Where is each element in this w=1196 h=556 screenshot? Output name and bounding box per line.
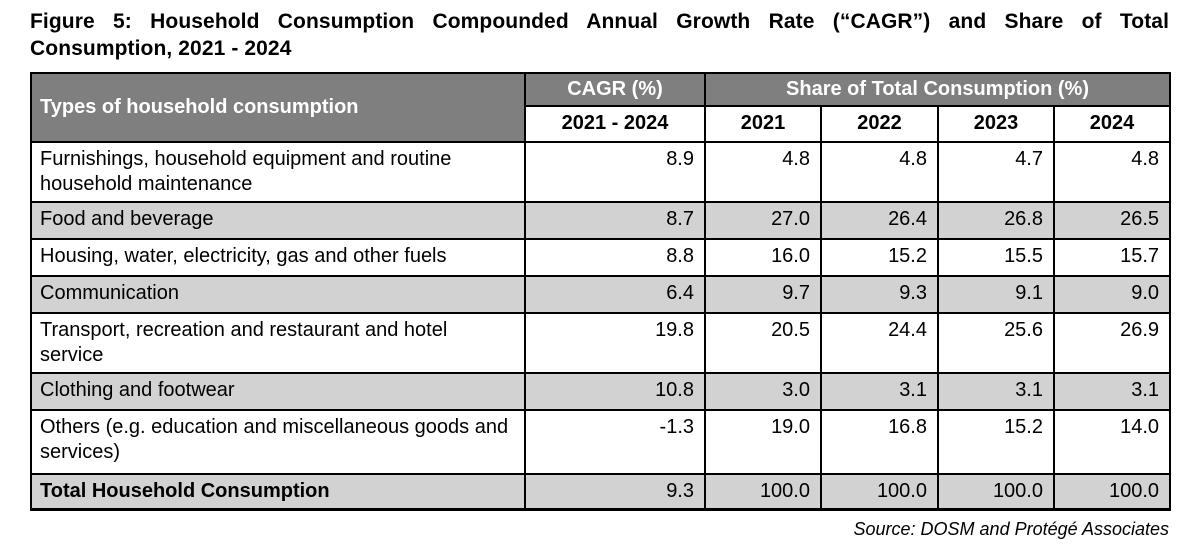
share-cell-2021: 9.7 [704, 274, 822, 314]
share-cell-2021: 3.0 [704, 371, 822, 411]
share-cell-2024: 9.0 [1052, 274, 1172, 314]
share-cell-2022: 100.0 [820, 472, 939, 511]
cagr-cell: 9.3 [524, 472, 706, 511]
cagr-cell: -1.3 [524, 408, 706, 475]
column-header-types: Types of household consumption [30, 71, 526, 143]
row-label: Transport, recreation and restaurant and… [30, 311, 526, 374]
column-subheader-year-2021: 2021 [704, 104, 822, 143]
table-row-total: Total Household Consumption 9.3 100.0 10… [30, 472, 1172, 511]
cagr-cell: 10.8 [524, 371, 706, 411]
column-subheader-year-2024: 2024 [1052, 104, 1172, 143]
header-row-years: 2021 - 2024 2021 2022 2023 2024 [31, 104, 1172, 143]
share-cell-2022: 16.8 [820, 408, 939, 475]
cagr-cell: 8.9 [524, 140, 706, 203]
share-cell-2021: 100.0 [704, 472, 822, 511]
share-cell-2022: 3.1 [820, 371, 939, 411]
share-cell-2023: 25.6 [937, 311, 1055, 374]
column-subheader-cagr-period: 2021 - 2024 [524, 104, 706, 143]
cagr-cell: 19.8 [524, 311, 706, 374]
share-cell-2022: 4.8 [820, 140, 939, 203]
share-cell-2022: 26.4 [820, 200, 939, 240]
share-cell-2022: 15.2 [820, 237, 939, 277]
row-label: Total Household Consumption [30, 472, 526, 511]
column-subheader-year-2022: 2022 [820, 104, 939, 143]
row-label: Communication [30, 274, 526, 314]
share-cell-2022: 9.3 [820, 274, 939, 314]
table-row-food-beverage: Food and beverage 8.7 27.0 26.4 26.8 26.… [30, 200, 1172, 240]
table-header: Types of household consumption CAGR (%) … [30, 71, 1172, 143]
row-label: Housing, water, electricity, gas and oth… [30, 237, 526, 277]
share-cell-2023: 15.5 [937, 237, 1055, 277]
share-cell-2024: 15.7 [1052, 237, 1172, 277]
share-cell-2021: 19.0 [704, 408, 822, 475]
cagr-cell: 8.8 [524, 237, 706, 277]
row-label: Furnishings, household equipment and rou… [30, 140, 526, 203]
cagr-cell: 6.4 [524, 274, 706, 314]
share-cell-2021: 4.8 [704, 140, 822, 203]
share-cell-2021: 27.0 [704, 200, 822, 240]
share-cell-2021: 16.0 [704, 237, 822, 277]
table-row-housing: Housing, water, electricity, gas and oth… [30, 237, 1172, 277]
table-row-others: Others (e.g. education and miscellaneous… [30, 408, 1172, 475]
share-cell-2024: 14.0 [1052, 408, 1172, 475]
header-row-groups: Types of household consumption CAGR (%) … [30, 71, 1172, 143]
row-label: Food and beverage [30, 200, 526, 240]
share-cell-2023: 15.2 [937, 408, 1055, 475]
share-cell-2023: 26.8 [937, 200, 1055, 240]
table-body: Furnishings, household equipment and rou… [30, 140, 1172, 511]
table-row-transport: Transport, recreation and restaurant and… [30, 311, 1172, 374]
share-cell-2023: 100.0 [937, 472, 1055, 511]
column-header-share: Share of Total Consumption (%) [703, 71, 1172, 107]
table-row-communication: Communication 6.4 9.7 9.3 9.1 9.0 [30, 274, 1172, 314]
row-label: Clothing and footwear [30, 371, 526, 411]
share-cell-2024: 26.9 [1052, 311, 1172, 374]
share-cell-2023: 3.1 [937, 371, 1055, 411]
share-cell-2023: 4.7 [937, 140, 1055, 203]
figure-title: Figure 5: Household Consumption Compound… [30, 10, 1169, 60]
source-note: Source: DOSM and Protégé Associates [853, 519, 1169, 540]
table-row-furnishings: Furnishings, household equipment and rou… [30, 140, 1172, 203]
share-cell-2024: 3.1 [1052, 371, 1172, 411]
share-cell-2023: 9.1 [937, 274, 1055, 314]
share-cell-2024: 100.0 [1052, 472, 1172, 511]
share-cell-2024: 4.8 [1052, 140, 1172, 203]
column-header-cagr: CAGR (%) [524, 71, 706, 107]
share-cell-2024: 26.5 [1052, 200, 1172, 240]
share-cell-2021: 20.5 [704, 311, 822, 374]
row-label: Others (e.g. education and miscellaneous… [30, 408, 526, 475]
consumption-table: Types of household consumption CAGR (%) … [30, 71, 1172, 512]
share-cell-2022: 24.4 [820, 311, 939, 374]
column-subheader-year-2023: 2023 [937, 104, 1055, 143]
cagr-cell: 8.7 [524, 200, 706, 240]
table-row-clothing: Clothing and footwear 10.8 3.0 3.1 3.1 3… [30, 371, 1172, 411]
